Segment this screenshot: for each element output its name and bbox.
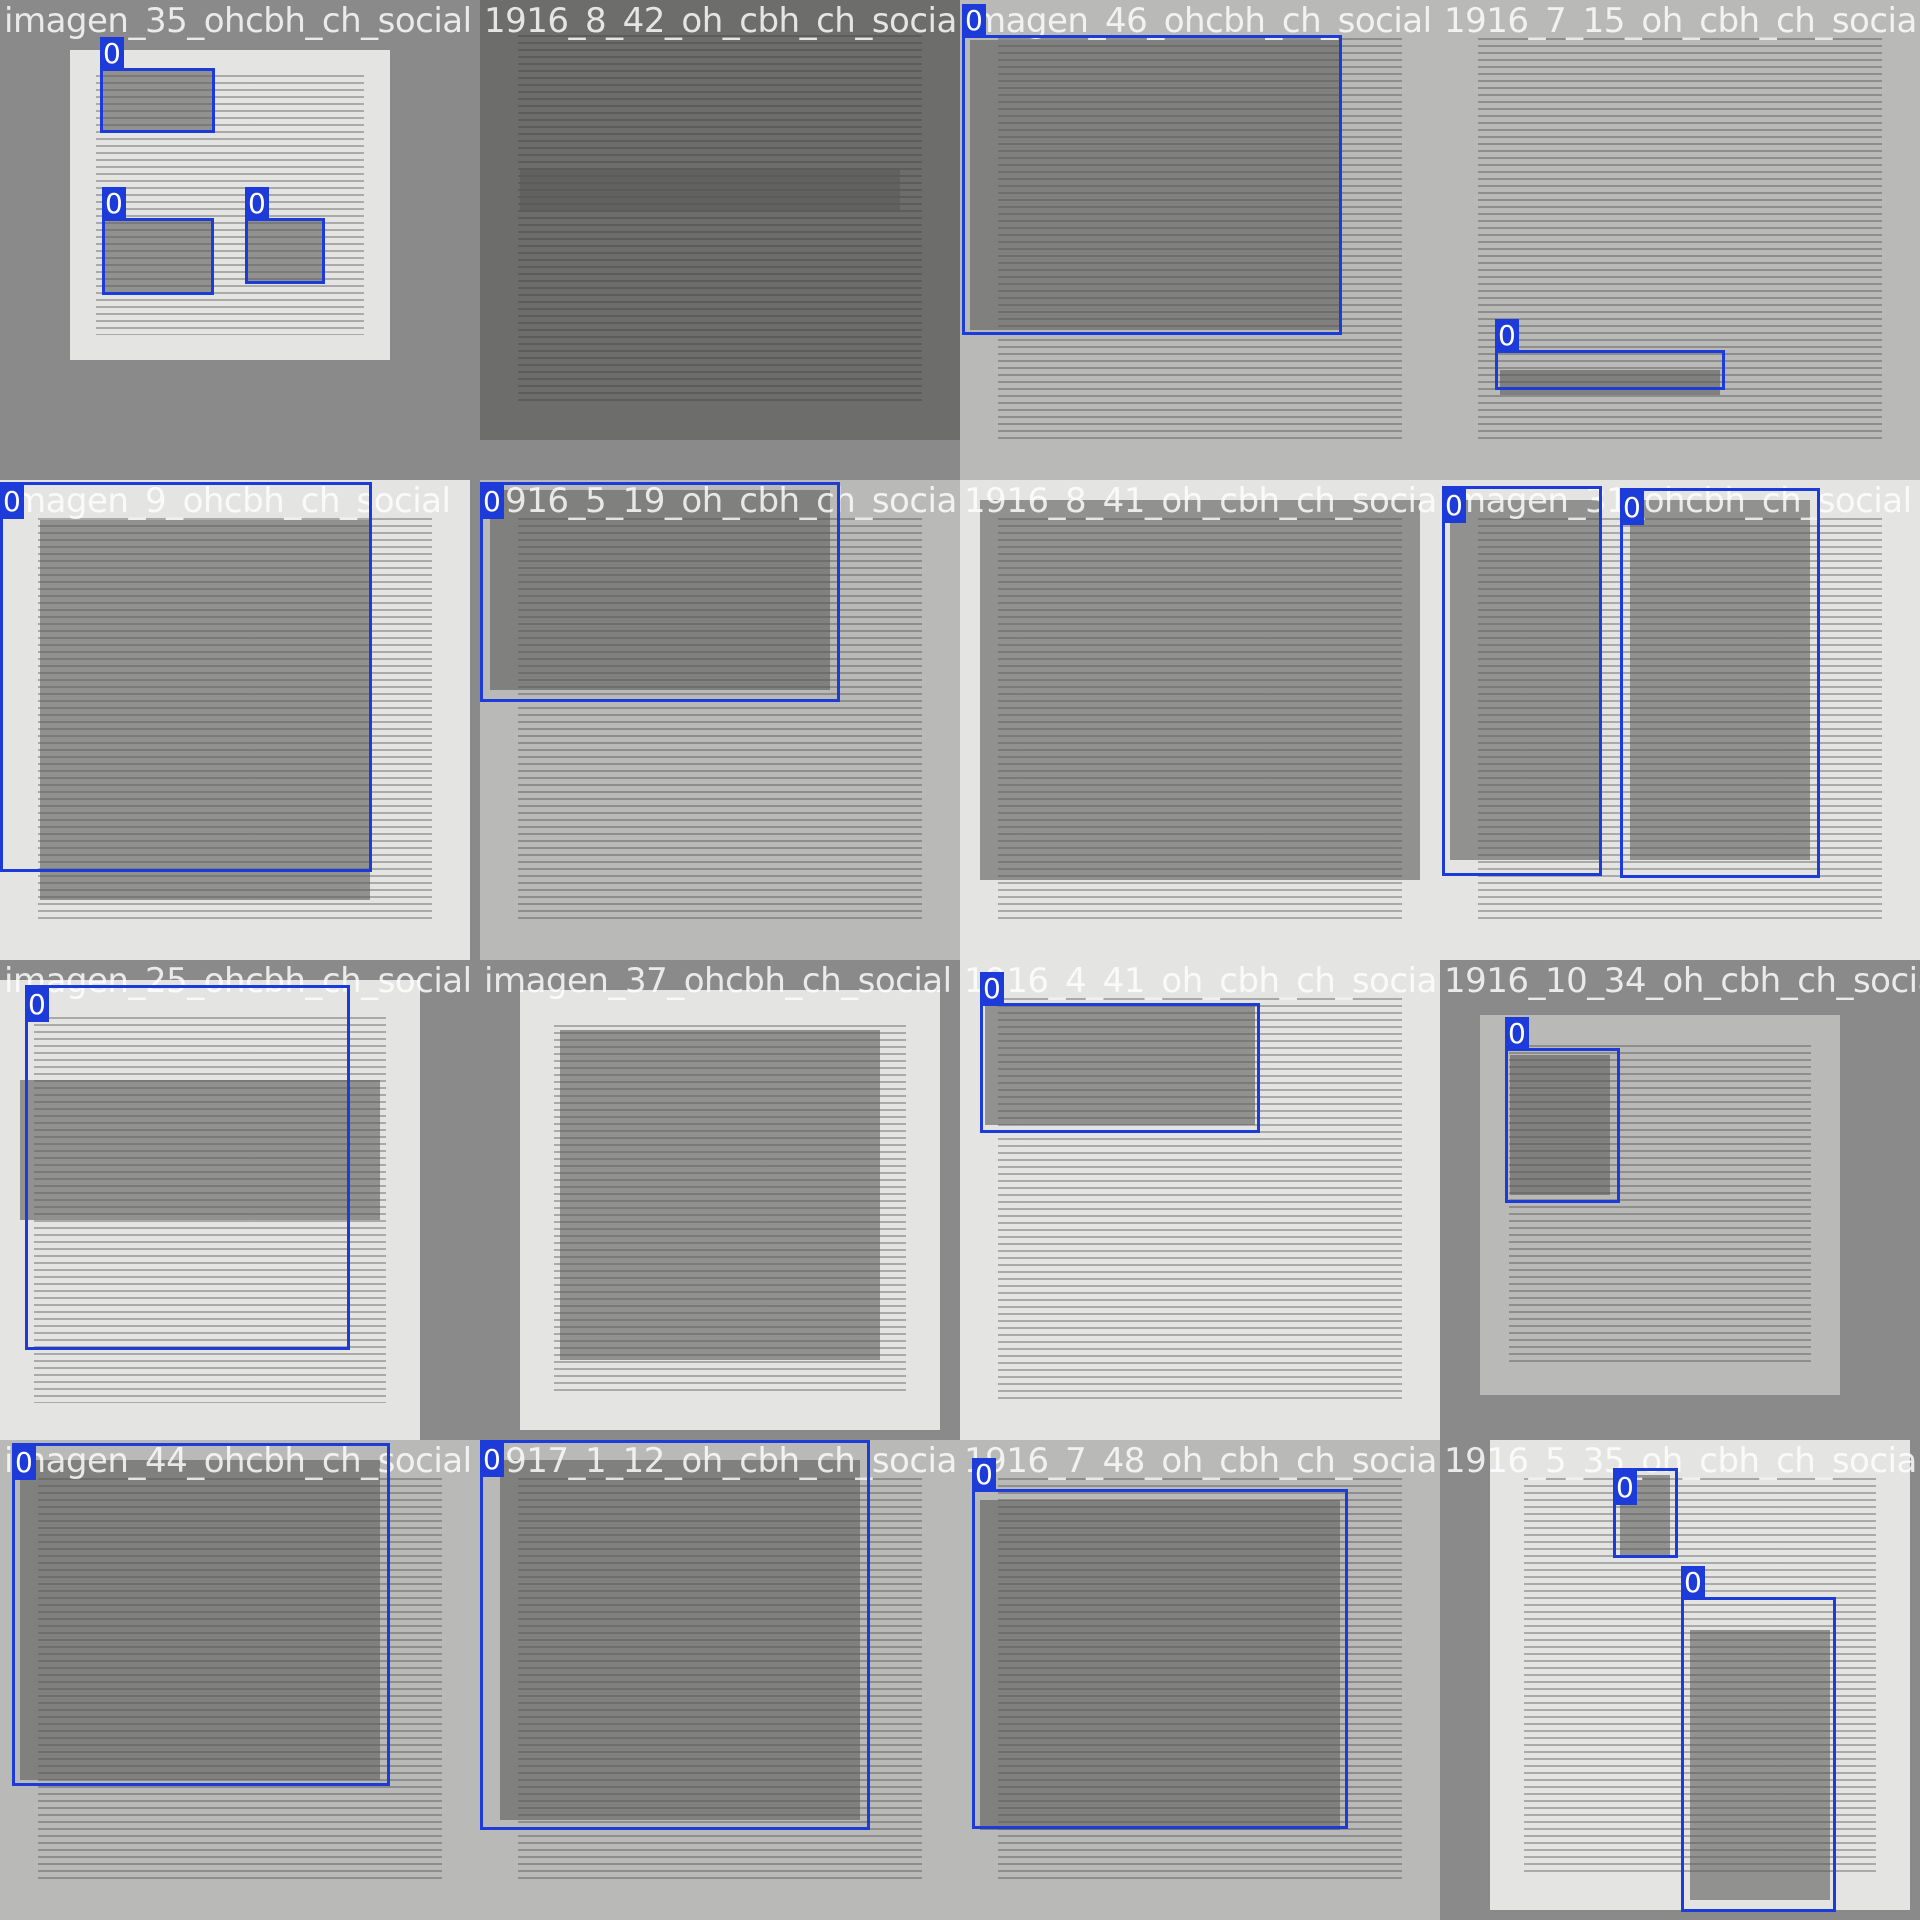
figure-illustration [1500, 370, 1720, 395]
tile-filename-label: 1916_5_35_oh_cbh_ch_social [1444, 1441, 1920, 1481]
mosaic-tile: 1916_5_19_oh_cbh_ch_social 0 [480, 480, 960, 960]
detection-box: 0 [1495, 319, 1725, 390]
detection-box: 0 [25, 985, 350, 1350]
tile-filename-label: imagen_9_ohcbh_ch_social [4, 481, 451, 521]
figure-illustration [1450, 500, 1600, 860]
detection-class-label: 0 [972, 1458, 996, 1492]
figure-illustration [40, 520, 370, 900]
detection-class-label: 0 [100, 37, 124, 71]
detection-class-label: 0 [12, 1446, 36, 1480]
detection-class-label: 0 [245, 187, 269, 221]
detection-class-label: 0 [0, 485, 24, 519]
mosaic-tile: 1916_4_41_oh_cbh_ch_social 0 [960, 960, 1440, 1440]
detection-class-label: 0 [1442, 489, 1466, 523]
detection-box: 0 [1505, 1017, 1620, 1203]
detection-box: 0 [100, 37, 215, 133]
detection-box: 0 [480, 482, 840, 702]
figure-illustration [100, 68, 215, 133]
figure-illustration [20, 1460, 380, 1780]
tile-filename-label: imagen_44_ohcbh_ch_social [4, 1441, 472, 1481]
tile-filename-label: 1917_1_12_oh_cbh_ch_social [484, 1441, 960, 1481]
figure-illustration [245, 218, 325, 284]
mosaic-tile: 1916_8_41_oh_cbh_ch_social [960, 480, 1440, 960]
mosaic-tile: imagen_25_ohcbh_ch_social 0 [0, 960, 480, 1440]
tile-filename-label: 1916_10_34_oh_cbh_ch_social [1444, 961, 1920, 1001]
page-text-texture [518, 35, 922, 405]
mosaic-tile: imagen_31_ohcbh_ch_social 0 0 [1440, 480, 1920, 960]
detection-class-label: 0 [480, 1443, 504, 1477]
detection-class-label: 0 [962, 4, 986, 38]
mosaic-tile: 1916_8_42_oh_cbh_ch_social [480, 0, 960, 480]
figure-illustration [980, 1500, 1340, 1830]
tile-filename-label: 1916_5_19_oh_cbh_ch_social [484, 481, 960, 521]
mosaic-tile: 1916_7_48_oh_cbh_ch_social 0 [960, 1440, 1440, 1920]
figure-illustration [985, 1005, 1255, 1125]
figure-illustration [490, 490, 830, 690]
figure-illustration [500, 1460, 860, 1820]
figure-illustration [102, 218, 214, 295]
detection-class-label: 0 [1505, 1017, 1529, 1051]
tile-filename-label: 1916_8_41_oh_cbh_ch_social [964, 481, 1440, 521]
mosaic-tile: imagen_9_ohcbh_ch_social 0 [0, 480, 480, 960]
figure-illustration [980, 500, 1420, 880]
mosaic-tile: 1916_5_35_oh_cbh_ch_social 0 0 [1440, 1440, 1920, 1920]
tile-filename-label: 1916_7_48_oh_cbh_ch_social [964, 1441, 1440, 1481]
detection-box: 0 [1442, 486, 1602, 876]
detection-class-label: 0 [1495, 319, 1519, 353]
detection-class-label: 0 [980, 972, 1004, 1006]
scanned-page [480, 0, 960, 440]
detection-box: 0 [962, 4, 1342, 335]
tile-filename-label: imagen_35_ohcbh_ch_social [4, 1, 472, 41]
tile-filename-label: 1916_4_41_oh_cbh_ch_social [964, 961, 1440, 1001]
tile-filename-label: imagen_25_ohcbh_ch_social [4, 961, 472, 1001]
detection-class-label: 0 [480, 485, 504, 519]
figure-illustration [1630, 500, 1810, 860]
detection-class-label: 0 [1681, 1566, 1705, 1600]
figure-illustration [20, 1080, 380, 1220]
detection-class-label: 0 [1613, 1471, 1637, 1505]
tile-filename-label: 1916_8_42_oh_cbh_ch_social [484, 1, 960, 41]
mosaic-tile: imagen_44_ohcbh_ch_social 0 [0, 1440, 480, 1920]
mosaic-tile: 1916_10_34_oh_cbh_ch_social 0 [1440, 960, 1920, 1440]
detection-box: 0 [1620, 488, 1820, 878]
detection-box: 0 [0, 482, 372, 872]
mosaic-tile: 1916_7_15_oh_cbh_ch_social 0 [1440, 0, 1920, 480]
detection-box: 0 [102, 187, 214, 295]
figure-illustration [520, 170, 900, 210]
detection-box: 0 [12, 1443, 390, 1786]
tile-filename-label: 1916_7_15_oh_cbh_ch_social [1444, 1, 1920, 41]
detection-box: 0 [245, 187, 325, 284]
mosaic-tile: imagen_46_ohcbh_ch_social 0 [960, 0, 1440, 480]
detection-class-label: 0 [25, 988, 49, 1022]
mosaic-tile: imagen_37_ohcbh_ch_social [480, 960, 960, 1440]
detection-box: 0 [972, 1458, 1348, 1829]
figure-illustration [970, 40, 1340, 330]
detection-class-label: 0 [102, 187, 126, 221]
figure-illustration [1690, 1630, 1830, 1900]
figure-illustration [560, 1030, 880, 1360]
tile-filename-label: imagen_46_ohcbh_ch_social [964, 1, 1432, 41]
mosaic-tile: imagen_35_ohcbh_ch_social 0 0 0 [0, 0, 480, 480]
detection-class-label: 0 [1620, 491, 1644, 525]
detection-box: 0 [1681, 1566, 1836, 1912]
detection-box: 0 [480, 1440, 870, 1830]
detection-box: 0 [980, 972, 1260, 1133]
detection-box: 0 [1613, 1468, 1678, 1558]
tile-filename-label: imagen_37_ohcbh_ch_social [484, 961, 952, 1001]
scanned-page [1440, 0, 1920, 480]
mosaic-tile: 1917_1_12_oh_cbh_ch_social 0 [480, 1440, 960, 1920]
figure-illustration [1510, 1055, 1610, 1195]
